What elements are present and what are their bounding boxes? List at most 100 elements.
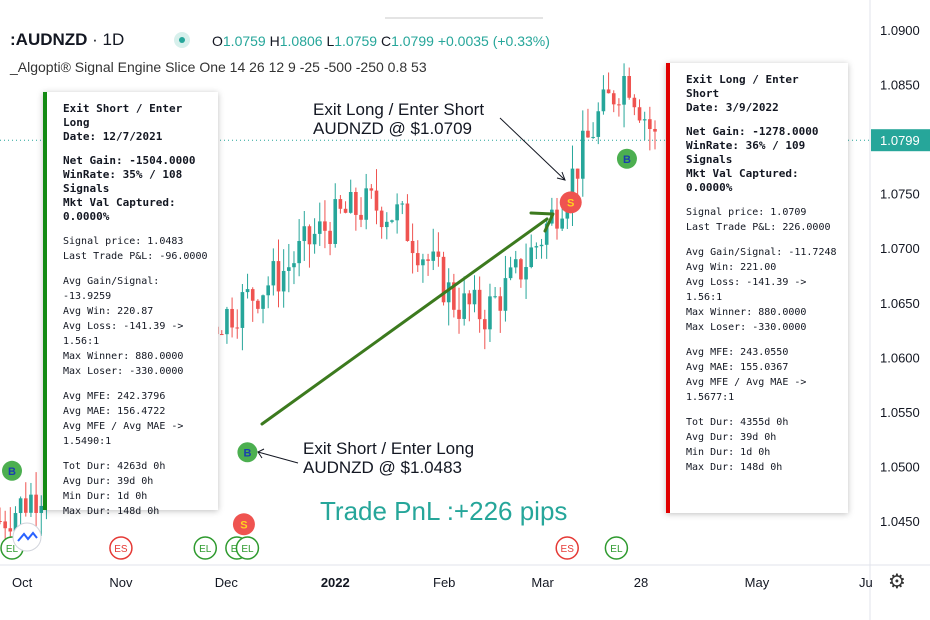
candle-body <box>3 521 7 529</box>
candle-body <box>617 104 621 106</box>
candle-body <box>374 190 379 211</box>
panel-line: Avg MAE: 155.0367 <box>686 362 789 373</box>
candle-body <box>488 296 492 330</box>
candle-body <box>446 282 451 303</box>
candle-body <box>575 168 580 179</box>
trend-arrow-line <box>260 217 549 426</box>
enter-long-marker <box>193 536 218 560</box>
exit-short-title: Exit Short / Enter Long <box>303 439 475 458</box>
candle-body <box>467 293 472 305</box>
panel-line: Max Loser: -330.0000 <box>63 366 184 377</box>
high-value: 1.0806 <box>279 33 323 49</box>
candle-body <box>410 240 415 254</box>
candle-body <box>261 295 265 309</box>
panel-line: Avg MFE / Avg MAE -> <box>686 377 807 388</box>
candle-body <box>18 498 23 514</box>
x-tick-label: Nov <box>109 575 133 590</box>
candle-body <box>586 130 590 138</box>
candle-body <box>544 223 549 245</box>
candle-body <box>235 327 240 329</box>
panel-spacer <box>686 195 838 205</box>
candle-body <box>369 188 374 191</box>
candle-body <box>498 296 503 311</box>
candle-body <box>307 226 312 245</box>
open-value: 1.0759 <box>222 33 266 49</box>
y-tick-label: 1.0700 <box>880 241 920 256</box>
low-value: 1.0759 <box>334 33 378 49</box>
candle-body <box>519 259 523 280</box>
candle-body <box>539 244 544 247</box>
candle-body <box>34 494 38 513</box>
annotation-pointers <box>257 117 566 464</box>
candle-body <box>503 278 508 311</box>
candle-body <box>611 93 616 105</box>
candle-body <box>271 261 276 286</box>
candle-body <box>230 308 234 328</box>
candle-body <box>606 89 611 94</box>
y-axis: 1.09001.08501.08001.07501.07001.06501.06… <box>871 23 930 529</box>
candle-body <box>421 259 425 266</box>
candle-body <box>632 97 637 108</box>
panel-line: Min Dur: 1d 0h <box>63 491 148 502</box>
panel-spacer <box>63 144 208 154</box>
panel-line: Avg Gain/Signal: -13.9259 <box>63 276 160 302</box>
panel-line: Avg Loss: -141.39 -> 1.56:1 <box>686 277 807 303</box>
candle-body <box>8 528 13 532</box>
trend-arrow <box>260 211 555 426</box>
candle-body <box>513 259 518 268</box>
panel-line: Avg MAE: 156.4722 <box>63 406 166 417</box>
candle-body <box>472 289 477 305</box>
candle-body <box>39 505 44 513</box>
candle-body <box>601 89 606 112</box>
candle-body <box>23 498 28 513</box>
candle-body <box>364 188 368 220</box>
gear-icon[interactable]: ⚙ <box>888 571 906 593</box>
y-tick-label: 1.0900 <box>880 23 920 38</box>
panel-line: Tot Dur: 4263d 0h <box>63 461 166 472</box>
enter-long-marker <box>604 536 629 560</box>
panel-line: Avg Win: 220.87 <box>63 306 154 317</box>
candle-body <box>477 289 482 320</box>
candle-body <box>219 334 224 336</box>
buy-signal-marker <box>237 442 258 463</box>
panel-line: Avg Loss: -141.39 -> 1.56:1 <box>63 321 184 347</box>
candle-body <box>379 210 384 228</box>
symbol-title[interactable]: :AUDNZD · 1D <box>10 30 124 50</box>
buy-signal-marker <box>616 148 637 169</box>
candle-body <box>333 199 338 244</box>
indicator-legend[interactable]: _Algopti® Signal Engine Slice One 14 26 … <box>10 59 427 75</box>
candle-body <box>297 241 301 264</box>
panel-line: Date: 3/9/2022 <box>686 101 779 114</box>
candle-body <box>622 76 626 105</box>
signal-marker-label: B <box>243 447 251 459</box>
panel-line: Max Dur: 148d 0h <box>686 462 783 473</box>
x-tick-label: Oct <box>12 575 33 590</box>
candle-body <box>256 300 260 309</box>
panel-line: Max Loser: -330.0000 <box>686 322 807 333</box>
left-panel-accent <box>43 92 47 510</box>
left-stats-panel: Exit Short / Enter Long Date: 12/7/2021 Ne… <box>43 92 218 517</box>
panel-line: Avg MFE: 243.0550 <box>686 347 789 358</box>
candle-body <box>13 513 18 532</box>
candle-body <box>276 261 281 292</box>
candle-body <box>452 282 456 310</box>
candle-body <box>292 263 296 268</box>
candle-body <box>302 226 307 242</box>
candle-body <box>250 289 255 301</box>
panel-line: Signals <box>63 182 110 195</box>
y-tick-label: 1.0650 <box>880 296 920 311</box>
sell-signal-marker <box>559 191 582 214</box>
exit-short-pointer <box>257 451 299 464</box>
panel-line: Exit Short / Enter Long <box>63 102 183 129</box>
candle-body <box>266 285 270 296</box>
right-panel-accent <box>666 63 670 513</box>
panel-line: Last Trade P&L: 226.0000 <box>686 222 831 233</box>
x-tick-label: Feb <box>433 575 455 590</box>
last-price-tag <box>871 129 930 152</box>
event-marker-label: ES <box>114 544 128 555</box>
panel-spacer <box>63 224 208 234</box>
exit-long-pointer-head <box>556 171 566 181</box>
panel-spacer <box>686 115 838 125</box>
candle-body <box>245 289 250 293</box>
signal-marker-label: B <box>8 466 16 478</box>
